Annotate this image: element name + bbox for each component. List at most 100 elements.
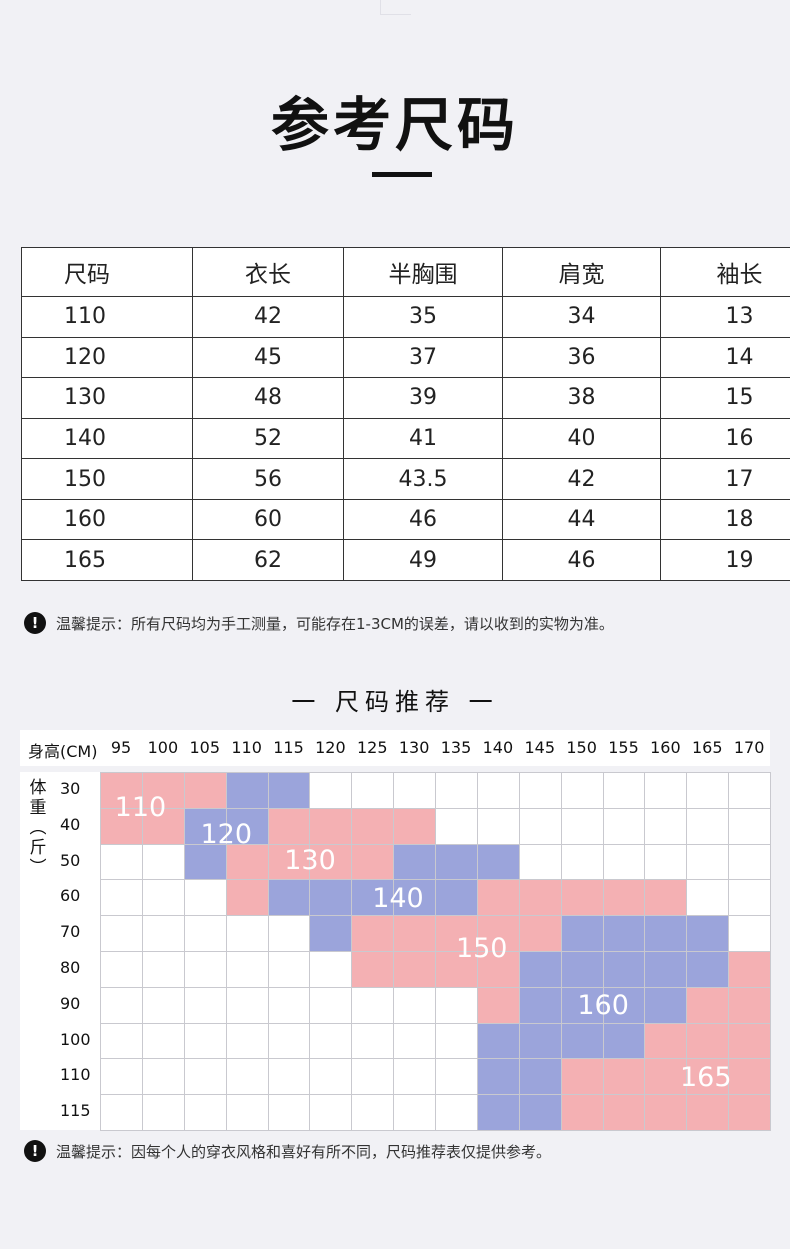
weight-label-char: 重 — [29, 798, 47, 818]
grid-cell — [686, 807, 730, 845]
section-title: 一 尺码推荐 一 — [291, 688, 499, 716]
table-row: 130 48 39 38 15 — [21, 377, 790, 419]
grid-cell — [728, 1094, 771, 1131]
grid-cell — [518, 807, 562, 845]
table-cell: 42 — [502, 458, 661, 500]
table-cell: 16 — [660, 417, 790, 460]
grid-cell — [686, 986, 730, 1024]
height-value: 135 — [440, 738, 472, 757]
grid-cell — [225, 1058, 269, 1096]
grid-cell — [141, 1022, 185, 1060]
table-row: 120 45 37 36 14 — [21, 336, 790, 379]
grid-cell — [518, 1058, 562, 1096]
grid-cell — [225, 1022, 269, 1060]
table-cell: 19 — [660, 539, 790, 581]
grid-cell — [309, 843, 353, 881]
height-value: 95 — [110, 738, 132, 757]
grid-cell — [476, 807, 520, 845]
weight-label-char: 斤 — [29, 838, 47, 858]
grid-cell — [560, 915, 604, 952]
page-title: 参考尺码 — [270, 91, 519, 159]
grid-cell — [309, 807, 353, 845]
grid-cell — [267, 1094, 311, 1131]
grid-cell — [183, 843, 227, 881]
grid-cell — [393, 807, 436, 845]
height-value: 165 — [691, 738, 723, 757]
tip-measurement-text: 温馨提示：所有尺码均为手工测量，可能存在1-3CM的误差，请以收到的实物为准。 — [56, 614, 614, 633]
grid-cell — [644, 879, 688, 917]
grid-cell — [393, 986, 436, 1024]
table-cell: 130 — [21, 377, 193, 419]
weight-value: 40 — [60, 814, 81, 834]
grid-cell — [560, 843, 604, 881]
table-cell: 35 — [343, 296, 503, 338]
size-label: 120 — [200, 818, 253, 850]
grid-cell — [476, 1022, 520, 1060]
table-cell: 46 — [502, 539, 661, 581]
grid-cell — [351, 951, 395, 988]
grid-cell — [602, 1058, 646, 1096]
grid-cell — [393, 1094, 436, 1131]
grid-cell — [602, 951, 646, 988]
grid-cell — [560, 986, 604, 1024]
grid-cell — [309, 1022, 353, 1060]
grid-cell — [351, 986, 395, 1024]
grid-cell — [560, 1022, 604, 1060]
grid-cell — [686, 879, 730, 917]
grid-cell — [728, 986, 771, 1024]
grid-cell — [644, 1094, 688, 1131]
grid-cell — [686, 951, 730, 988]
grid-cell — [309, 879, 353, 917]
grid-cell — [100, 951, 143, 988]
grid-cell — [476, 879, 520, 917]
table-cell: 37 — [343, 336, 503, 379]
size-label: 140 — [372, 882, 424, 914]
grid-cell — [476, 1094, 520, 1131]
grid-cell — [183, 879, 227, 917]
exclamation-icon: ! — [24, 612, 46, 634]
table-cell: 42 — [192, 296, 344, 338]
height-value: 170 — [733, 738, 765, 757]
table-cell: 49 — [343, 539, 503, 581]
title-underline — [372, 172, 432, 177]
grid-cell — [728, 843, 771, 881]
grid-cell — [267, 915, 311, 952]
table-cell: 43.5 — [343, 458, 503, 500]
grid-cell — [686, 1022, 730, 1060]
grid-cell — [141, 986, 185, 1024]
grid-cell — [183, 1094, 227, 1131]
grid-cell — [141, 1094, 185, 1131]
grid-cell — [560, 772, 604, 809]
grid-cell — [225, 1094, 269, 1131]
grid-cell — [435, 986, 478, 1024]
table-row: 160 60 46 44 18 — [21, 498, 790, 541]
grid-cell — [518, 986, 562, 1024]
table-cell: 13 — [660, 296, 790, 338]
grid-cell — [309, 772, 353, 809]
height-value: 145 — [524, 738, 556, 757]
weight-label: 体重 ︵ 斤 ︶ — [28, 778, 48, 878]
table-cell: 140 — [21, 417, 193, 460]
weight-label-char: ︵ — [29, 818, 47, 838]
grid-cell — [141, 772, 185, 809]
grid-cell — [267, 807, 311, 845]
grid-cell — [560, 1094, 604, 1131]
grid-cell — [267, 986, 311, 1024]
grid-cell — [351, 807, 395, 845]
height-value: 150 — [566, 738, 597, 757]
table-row: 150 56 43.5 42 17 — [21, 458, 790, 500]
height-value: 100 — [147, 738, 179, 757]
grid-cell — [476, 772, 520, 809]
grid-cell — [435, 772, 478, 809]
grid-cell — [602, 879, 646, 917]
grid-cell — [435, 1022, 478, 1060]
grid-cell — [351, 1022, 395, 1060]
grid-cell — [309, 986, 353, 1024]
grid-cell — [141, 843, 185, 881]
table-row: 165 62 49 46 19 — [21, 539, 790, 581]
table-header-cell: 袖长 — [660, 247, 790, 297]
grid-cell — [100, 1094, 143, 1131]
grid-cell — [351, 1094, 395, 1131]
table-cell: 14 — [660, 336, 790, 379]
table-header-cell: 尺码 — [21, 247, 193, 297]
